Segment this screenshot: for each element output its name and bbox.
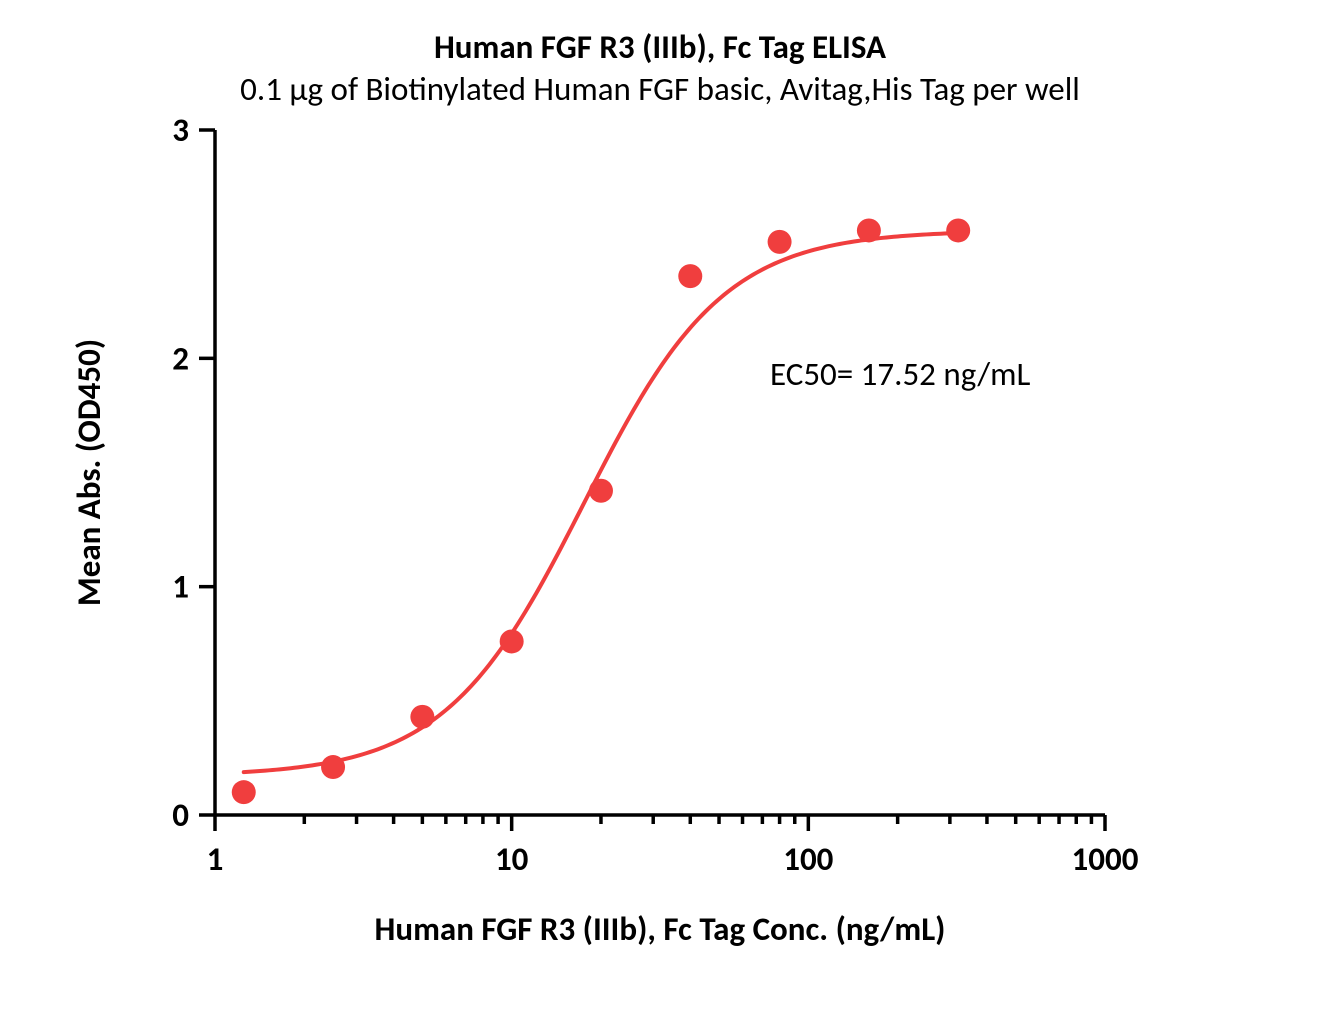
- x-tick-label: 1: [207, 839, 224, 879]
- data-point: [946, 218, 970, 242]
- data-point: [232, 780, 256, 804]
- elisa-chart: Human FGF R3 (IIIb), Fc Tag ELISA0.1 μg …: [0, 0, 1327, 1011]
- chart-svg: Human FGF R3 (IIIb), Fc Tag ELISA0.1 μg …: [0, 0, 1327, 1011]
- chart-subtitle: 0.1 μg of Biotinylated Human FGF basic, …: [240, 69, 1080, 109]
- x-tick-label: 10: [495, 839, 529, 879]
- y-axis-label: Mean Abs. (OD450): [69, 339, 109, 606]
- y-tick-label: 2: [172, 338, 189, 378]
- data-point: [857, 218, 881, 242]
- y-tick-label: 3: [172, 110, 189, 150]
- data-point: [500, 629, 524, 653]
- data-point: [410, 705, 434, 729]
- x-axis-label: Human FGF R3 (IIIb), Fc Tag Conc. (ng/mL…: [375, 909, 946, 949]
- ec50-annotation: EC50= 17.52 ng/mL: [770, 354, 1031, 394]
- y-tick-label: 1: [172, 567, 189, 607]
- data-point: [678, 264, 702, 288]
- x-tick-label: 100: [783, 839, 833, 879]
- data-point: [321, 755, 345, 779]
- data-point: [768, 230, 792, 254]
- data-point: [589, 479, 613, 503]
- chart-title: Human FGF R3 (IIIb), Fc Tag ELISA: [434, 27, 886, 67]
- x-tick-label: 1000: [1072, 839, 1139, 879]
- y-tick-label: 0: [172, 795, 189, 835]
